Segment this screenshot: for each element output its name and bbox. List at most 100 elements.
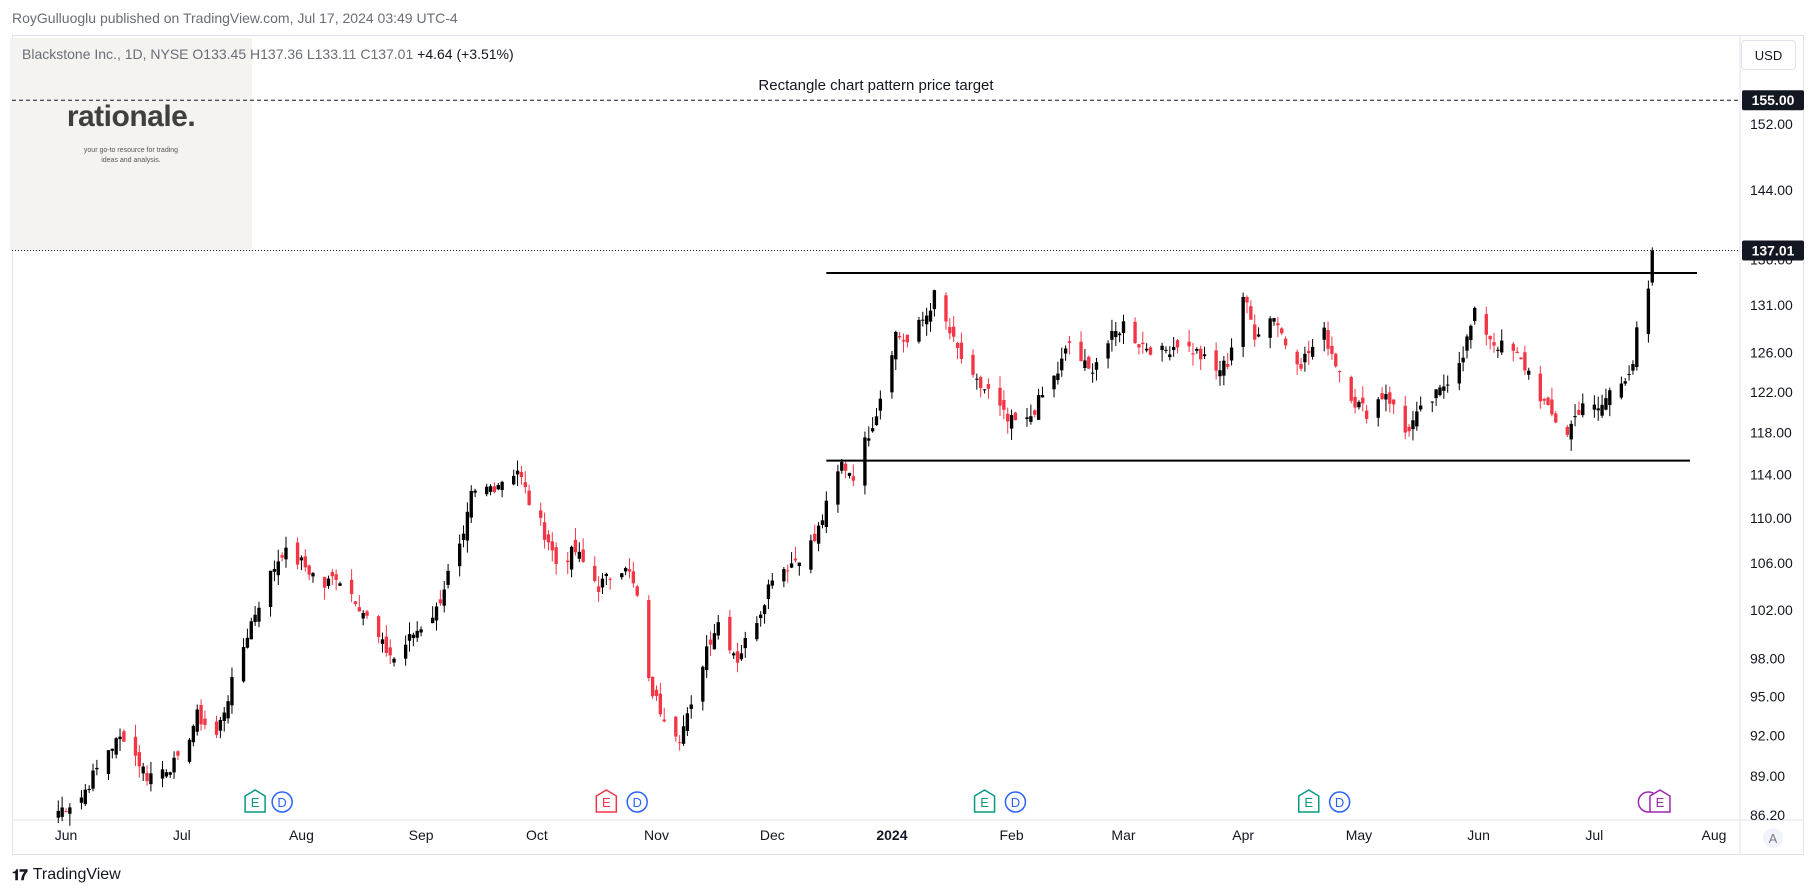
- x-tick-label: Feb: [1000, 827, 1024, 843]
- candle-body: [979, 377, 983, 389]
- event-marker-letter: E: [1304, 795, 1313, 810]
- candle-body: [172, 757, 176, 773]
- candle-body: [1635, 327, 1639, 367]
- y-tick-label: 152.00: [1750, 116, 1793, 132]
- candle-body: [519, 472, 524, 478]
- candle-body: [581, 549, 585, 562]
- candle-body: [407, 634, 412, 641]
- earnings-marker: [973, 789, 996, 813]
- candle-body: [1110, 330, 1114, 340]
- candle-body: [1256, 334, 1261, 337]
- logo-tagline: your go-to resource for trading ideas an…: [10, 146, 252, 166]
- dividend-marker: [271, 791, 293, 813]
- candle-body: [1419, 405, 1423, 410]
- candle-body: [1067, 341, 1072, 343]
- candle-body: [755, 623, 759, 640]
- candle-body: [566, 560, 570, 563]
- candle-body: [214, 721, 219, 735]
- candle-body: [569, 546, 574, 570]
- event-marker-letter: D: [277, 795, 286, 810]
- candle-body: [1191, 353, 1195, 355]
- candle-body: [674, 716, 678, 737]
- candle-body: [1334, 353, 1338, 367]
- candle-body: [79, 797, 84, 803]
- candle-body: [921, 319, 925, 321]
- candle-body: [1033, 410, 1037, 415]
- candle-body: [1175, 340, 1180, 348]
- candle-body: [1519, 357, 1523, 360]
- candle-body: [330, 572, 334, 577]
- x-tick-label: Aug: [289, 827, 314, 843]
- candle-body: [1438, 387, 1442, 396]
- candle-body: [1623, 381, 1627, 384]
- candle-body: [83, 789, 87, 805]
- candle-body: [982, 389, 987, 391]
- candle-body: [1403, 405, 1407, 433]
- candle-body: [542, 522, 547, 540]
- candle-body: [1577, 410, 1581, 415]
- candle-body: [160, 769, 165, 779]
- candle-body: [681, 726, 686, 744]
- candle-body: [1550, 399, 1554, 415]
- y-tick-label: 86.20: [1750, 807, 1785, 823]
- candle-body: [496, 485, 500, 490]
- candle-body: [411, 634, 416, 639]
- candle-body: [924, 315, 929, 325]
- candle-body: [1222, 360, 1226, 376]
- candle-body: [1079, 341, 1083, 362]
- candle-body: [1415, 411, 1419, 427]
- candle-body: [280, 555, 284, 558]
- earnings-marker: [1649, 789, 1671, 813]
- candle-body: [1299, 363, 1303, 369]
- candle-body: [1087, 356, 1091, 369]
- candle-body: [415, 630, 419, 638]
- candle-body: [1133, 321, 1137, 344]
- candle-body: [114, 738, 118, 755]
- candle-body: [1554, 413, 1558, 423]
- logo-wordmark: rationale.: [66, 100, 196, 133]
- candle-body: [851, 476, 856, 481]
- candle-body: [1631, 363, 1635, 371]
- candle-body: [457, 543, 462, 567]
- candle-body: [384, 636, 389, 653]
- candle-body: [527, 490, 531, 505]
- candle-body: [1361, 397, 1365, 404]
- candle-body: [87, 788, 91, 790]
- candle-body: [739, 653, 744, 660]
- symbol-legend: Blackstone Inc., 1D, NYSE O133.45 H137.3…: [22, 46, 514, 62]
- candle-body: [1029, 416, 1033, 422]
- candle-body: [268, 570, 273, 608]
- candle-body: [1121, 321, 1126, 334]
- candle-body: [689, 704, 693, 709]
- candle-body: [782, 569, 786, 582]
- candle-body: [1195, 348, 1199, 351]
- candle-body: [473, 490, 477, 493]
- x-tick-label: Nov: [644, 827, 669, 843]
- candle-body: [793, 558, 798, 561]
- candle-body: [631, 571, 636, 584]
- candle-body: [789, 563, 794, 568]
- candle-body: [928, 310, 933, 322]
- candle-body: [596, 586, 601, 592]
- candle-body: [137, 752, 142, 767]
- candle-body: [1226, 364, 1230, 367]
- candle-body: [1013, 412, 1018, 421]
- dividend-marker: [626, 791, 648, 813]
- candle-body: [284, 547, 288, 560]
- candle-body: [361, 612, 365, 619]
- candle-body: [952, 326, 956, 337]
- candle-body: [932, 290, 937, 310]
- candle-body: [901, 339, 906, 342]
- candle-body: [894, 331, 898, 360]
- candle-body: [1442, 386, 1446, 391]
- y-tick-label: 114.00: [1750, 466, 1792, 482]
- auto-scale-label: A: [1769, 831, 1778, 846]
- event-marker-letter: E: [251, 795, 260, 810]
- x-tick-label: Oct: [526, 827, 548, 843]
- candle-body: [245, 637, 250, 648]
- currency-button[interactable]: USD: [1741, 40, 1796, 70]
- candle-body: [338, 583, 342, 586]
- candle-body: [1388, 392, 1392, 404]
- candle-body: [1511, 343, 1515, 351]
